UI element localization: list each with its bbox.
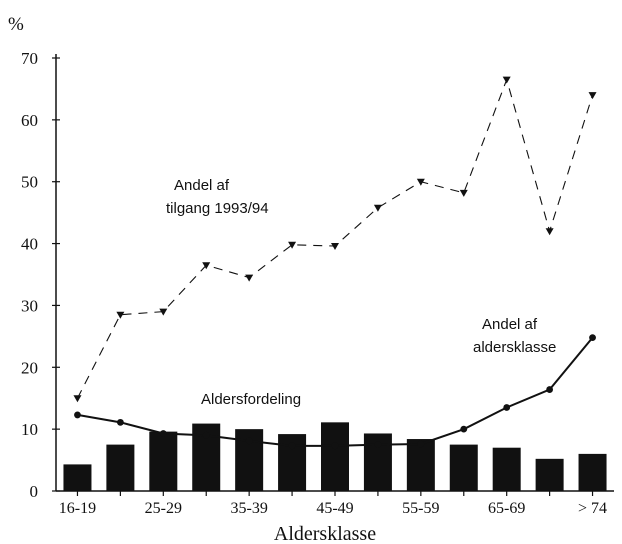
y-unit-label: % — [8, 14, 24, 35]
point-andel-af-aldersklasse — [331, 442, 339, 450]
point-andel-af-aldersklasse — [460, 425, 468, 433]
y-tick-label: 0 — [30, 482, 39, 501]
bar-70-74 — [535, 458, 564, 491]
bar-16-19 — [63, 464, 92, 491]
y-tick-label: 40 — [21, 235, 38, 254]
point-andel-af-aldersklasse — [546, 386, 554, 393]
point-andel-af-tilgang-1993-94 — [331, 243, 339, 251]
y-tick-label: 50 — [21, 173, 38, 192]
point-andel-af-aldersklasse — [374, 441, 382, 449]
point-andel-af-tilgang-1993-94 — [202, 262, 211, 270]
y-tick-label: 70 — [21, 49, 38, 68]
point-andel-af-aldersklasse — [74, 411, 81, 419]
bar--74 — [578, 453, 607, 491]
annotation-tilgang-line2: tilgang 1993/94 — [166, 200, 269, 217]
annotation-aldersfordeling: Aldersfordeling — [201, 391, 301, 408]
point-andel-af-tilgang-1993-94 — [73, 395, 82, 403]
x-tick-label: > 74 — [578, 500, 607, 517]
point-andel-af-aldersklasse — [589, 334, 596, 341]
point-andel-af-tilgang-1993-94 — [588, 92, 597, 100]
bar-65-69 — [492, 447, 521, 491]
point-andel-af-tilgang-1993-94 — [116, 311, 125, 319]
y-tick-label: 60 — [21, 111, 38, 130]
x-tick-label: 55-59 — [402, 500, 439, 517]
point-andel-af-tilgang-1993-94 — [159, 308, 168, 316]
bar-45-49 — [321, 422, 349, 491]
x-tick-label: 45-49 — [316, 500, 353, 517]
point-andel-af-tilgang-1993-94 — [545, 228, 554, 236]
x-tick-label: 65-69 — [488, 500, 525, 517]
y-tick-label: 10 — [21, 420, 38, 439]
bar-20-24 — [106, 444, 135, 491]
point-andel-af-aldersklasse — [116, 418, 124, 426]
point-andel-af-tilgang-1993-94 — [373, 204, 382, 212]
line-series-andel-af-tilgang-1993-94 — [73, 76, 597, 403]
point-andel-af-tilgang-1993-94 — [502, 76, 511, 84]
point-andel-af-aldersklasse — [159, 430, 167, 437]
x-tick-label: 35-39 — [230, 500, 267, 517]
point-andel-af-tilgang-1993-94 — [416, 178, 425, 186]
bar-25-29 — [149, 431, 178, 491]
bar-series — [63, 422, 607, 491]
point-andel-af-aldersklasse — [417, 440, 425, 448]
point-andel-af-tilgang-1993-94 — [459, 189, 468, 197]
point-andel-af-aldersklasse — [202, 431, 210, 439]
point-andel-af-aldersklasse — [288, 442, 296, 450]
point-andel-af-aldersklasse — [245, 437, 253, 445]
line-series-andel-af-aldersklasse — [74, 334, 596, 450]
axes: 0 10 20 30 40 50 60 70 16-19 25-29 35-39 45-49 55-59… — [21, 49, 614, 517]
point-andel-af-aldersklasse — [503, 404, 511, 411]
bar-55-59 — [406, 439, 435, 491]
y-tick-label: 30 — [21, 296, 38, 315]
annotation-tilgang-line1: Andel af — [174, 177, 230, 194]
y-tick-label: 20 — [21, 358, 38, 377]
x-axis-title: Aldersklasse — [274, 523, 376, 544]
point-andel-af-tilgang-1993-94 — [288, 241, 297, 249]
x-tick-label: 16-19 — [59, 500, 96, 517]
x-tick-label: 25-29 — [145, 500, 182, 517]
annotation-aldersklasse-line1: Andel af — [482, 316, 538, 333]
point-andel-af-tilgang-1993-94 — [245, 274, 254, 282]
bar-60-64 — [449, 444, 478, 491]
annotation-aldersklasse-line2: aldersklasse — [473, 339, 556, 356]
